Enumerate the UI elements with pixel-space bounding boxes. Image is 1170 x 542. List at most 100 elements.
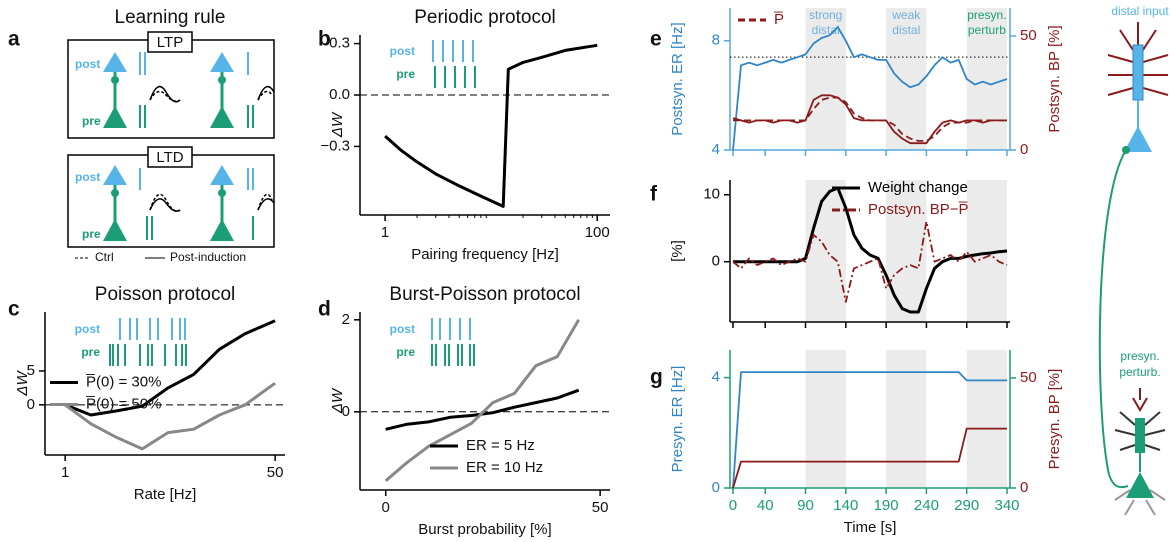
inset-label: pre <box>81 345 100 359</box>
series-line <box>732 427 1007 489</box>
x-tick-label: 340 <box>995 497 1020 514</box>
x-axis-label: Burst probability [%] <box>418 521 551 538</box>
series-line <box>385 388 580 431</box>
y2-tick-label: 0 <box>1020 479 1028 496</box>
legend-label: P̅ <box>774 11 784 28</box>
y-tick-label: 0 <box>712 253 720 270</box>
x-tick-label: 290 <box>954 497 979 514</box>
y-tick-label: −0.3 <box>320 137 350 154</box>
shade-label: weak <box>891 8 921 22</box>
ltd-label: LTD <box>156 149 183 166</box>
pre-dendrite <box>1135 418 1145 453</box>
y-axis-label: ΔW <box>14 370 31 397</box>
ltd-tag <box>147 146 193 168</box>
x-tick-label: 140 <box>833 497 858 514</box>
distal-inputs <box>1107 22 1169 96</box>
perturb-arrow <box>1132 388 1148 412</box>
y-tick-label: 4 <box>712 369 720 386</box>
panel-title: Learning rule <box>115 7 226 28</box>
y-tick-label: 8 <box>712 32 720 49</box>
series-line <box>733 96 1007 142</box>
chart-title: Burst-Poisson protocol <box>389 284 580 305</box>
shade <box>886 8 927 150</box>
epsp-traces <box>149 85 275 212</box>
y-tick-label: 4 <box>712 141 720 158</box>
pre-label: pre <box>82 227 101 241</box>
post-soma <box>1124 126 1152 152</box>
shade <box>886 350 927 488</box>
panel-letter: c <box>8 298 20 321</box>
shade-label: strong <box>809 8 842 22</box>
panel-letter: f <box>650 183 658 206</box>
shade-label: perturb <box>968 23 1006 37</box>
shade-label: distal <box>812 23 840 37</box>
x-tick-label: 240 <box>914 497 939 514</box>
x-axis-label: Pairing frequency [Hz] <box>411 246 559 263</box>
legend-label: P̅(0) = 30% <box>86 373 162 390</box>
y-axis-label: Postsyn. ER [Hz] <box>669 22 686 135</box>
panel-letter: d <box>318 298 331 321</box>
x-tick-label: 1 <box>381 224 389 241</box>
schematic-label: perturb. <box>1119 365 1160 379</box>
panel-letter: g <box>650 366 663 389</box>
post-label: post <box>75 57 100 71</box>
synapse <box>1122 146 1130 154</box>
pre-label: pre <box>82 114 101 128</box>
post-label: post <box>75 170 100 184</box>
y2-axis-label: Presyn. BP [%] <box>1046 369 1063 470</box>
shade <box>966 8 1008 150</box>
panel-letter: e <box>650 28 662 51</box>
x-tick-label: 100 <box>585 224 610 241</box>
spikes <box>139 52 254 240</box>
legend-label: ER = 5 Hz <box>466 437 535 454</box>
panel-letter: a <box>8 28 20 51</box>
y2-tick-label: 0 <box>1020 141 1028 158</box>
y-axis-label: [%] <box>669 240 686 262</box>
inset-label: post <box>75 322 100 336</box>
schematic-label: distal input <box>1111 4 1169 18</box>
x-tick-label: 0 <box>382 499 390 516</box>
shade <box>886 180 927 322</box>
x-tick-label: 50 <box>267 464 284 481</box>
neuron-labels: post pre post pre <box>75 57 101 241</box>
y-tick-label: 0 <box>342 403 350 420</box>
y2-tick-label: 50 <box>1020 27 1037 44</box>
x-tick-label: 0 <box>729 497 737 514</box>
schematic-label: presyn. <box>1120 349 1159 363</box>
shade <box>805 350 846 488</box>
ltp-tag <box>147 31 193 53</box>
series-line <box>732 26 1008 151</box>
legend-label: Postsyn. BP−P̅ <box>868 201 968 218</box>
y2-axis-label: Postsyn. BP [%] <box>1046 25 1063 132</box>
pre-inputs <box>1114 411 1166 516</box>
shade <box>966 350 1008 488</box>
y-tick-label: 0 <box>712 479 720 496</box>
series-line <box>732 220 1008 303</box>
legend-label: Weight change <box>868 179 968 196</box>
x-tick-label: 50 <box>592 499 609 516</box>
y-tick-label: 0 <box>27 396 35 413</box>
legend-label: Ctrl <box>95 250 114 264</box>
ltp-label: LTP <box>157 34 183 51</box>
legend-label: P̅(0) = 50% <box>86 395 162 412</box>
x-axis-label: Time [s] <box>844 519 897 536</box>
inset-label: post <box>390 44 415 58</box>
shade-label: presyn. <box>967 8 1006 22</box>
y-tick-label: 2 <box>342 311 350 328</box>
inset-label: post <box>390 322 415 336</box>
y-axis-label: ΔW <box>329 387 346 414</box>
shade <box>805 180 846 322</box>
y-axis-label: ΔW <box>329 111 346 138</box>
series-line <box>732 94 1007 145</box>
shade <box>805 8 846 150</box>
x-tick-label: 90 <box>797 497 814 514</box>
pre-soma <box>1126 472 1154 498</box>
panel-letter: b <box>318 28 331 51</box>
inset-label: pre <box>396 67 415 81</box>
series-line <box>384 319 580 482</box>
neuron <box>101 50 129 130</box>
dendrite <box>1132 44 1144 101</box>
neuron <box>208 163 236 243</box>
